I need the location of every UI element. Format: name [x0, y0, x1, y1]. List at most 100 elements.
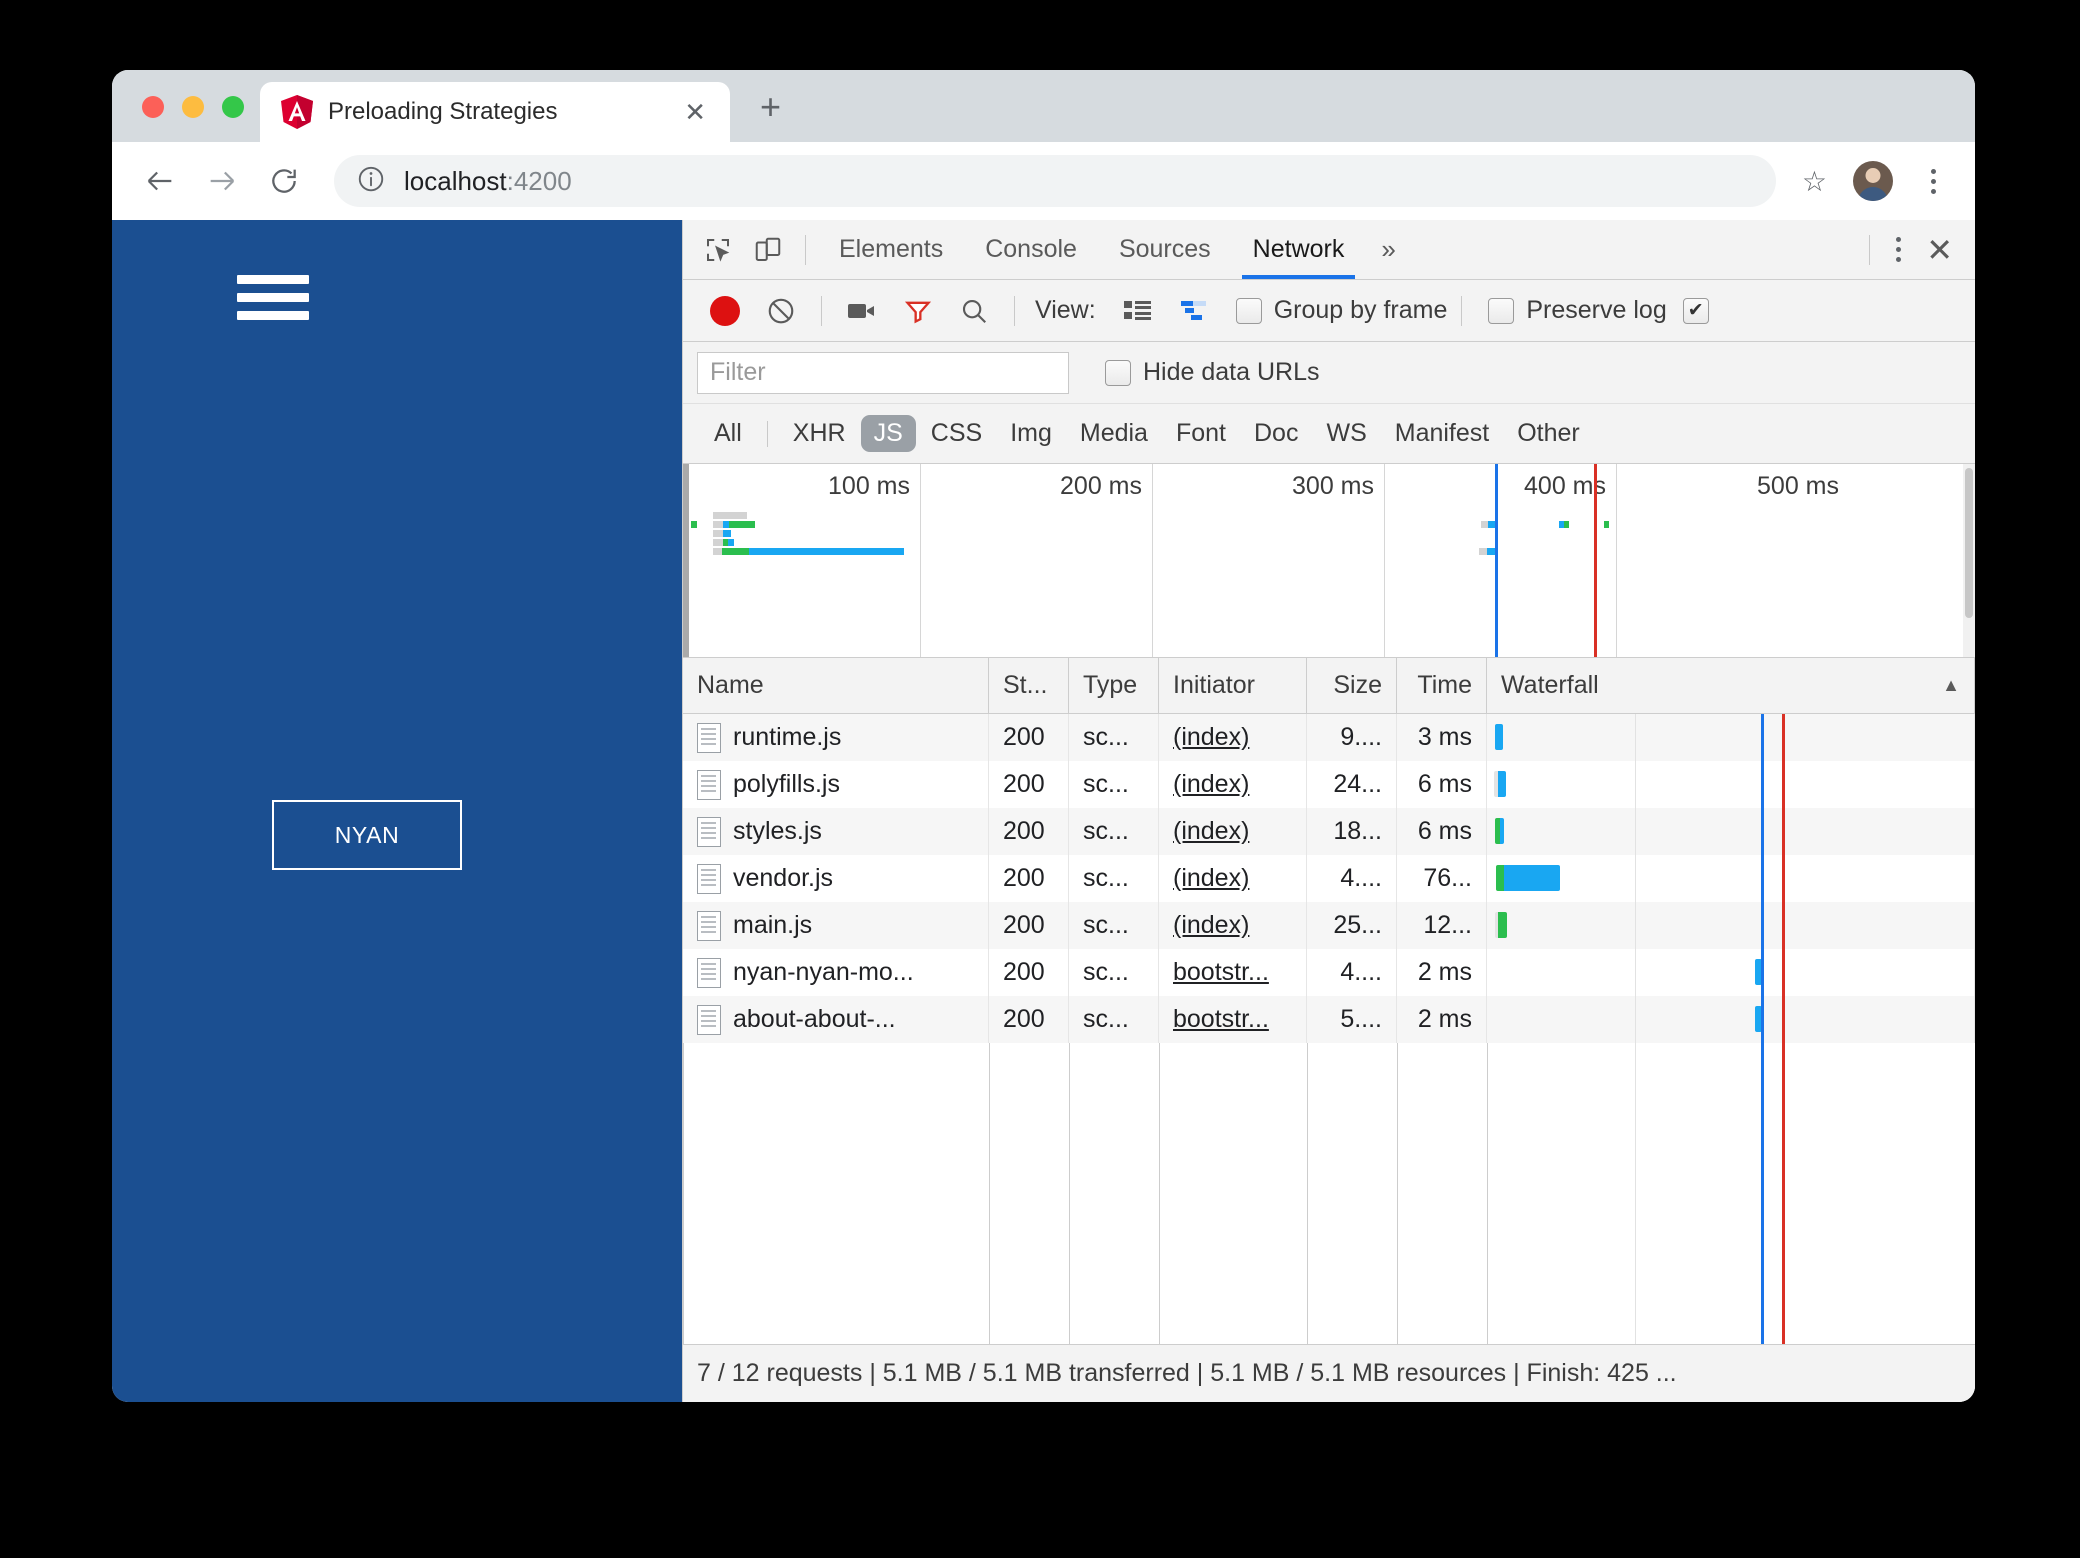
reload-icon[interactable]: [266, 163, 302, 199]
minimize-window-button[interactable]: [182, 96, 204, 118]
request-name-cell[interactable]: styles.js: [683, 808, 989, 855]
list-view-icon[interactable]: [1112, 288, 1164, 334]
request-name-cell[interactable]: polyfills.js: [683, 761, 989, 808]
request-size: 18...: [1307, 808, 1397, 855]
type-filter-doc[interactable]: Doc: [1254, 419, 1299, 447]
overview-left-handle[interactable]: [683, 464, 689, 657]
devtools-menu-icon[interactable]: [1884, 237, 1912, 262]
table-row[interactable]: about-about-... 200 sc... bootstr... 5..…: [683, 996, 1975, 1043]
group-by-frame-checkbox[interactable]: [1235, 297, 1262, 324]
type-filter-ws[interactable]: WS: [1326, 419, 1367, 447]
type-filter-manifest[interactable]: Manifest: [1394, 419, 1490, 447]
request-size: 4....: [1307, 855, 1397, 902]
url-input[interactable]: localhost:4200: [334, 155, 1776, 207]
request-waterfall: [1487, 761, 1975, 808]
clear-button[interactable]: [755, 288, 807, 334]
column-header-initiator[interactable]: Initiator: [1159, 658, 1307, 713]
overview-tick-200ms: 200 ms: [1060, 472, 1142, 500]
group-by-frame-checkbox-group[interactable]: Group by frame: [1235, 296, 1447, 325]
request-size: 4....: [1307, 949, 1397, 996]
preserve-log-checkbox[interactable]: [1488, 297, 1515, 324]
table-row[interactable]: runtime.js 200 sc... (index) 9.... 3 ms: [683, 714, 1975, 761]
overview-scrollbar[interactable]: [1963, 464, 1975, 657]
record-button[interactable]: [699, 288, 751, 334]
table-row[interactable]: nyan-nyan-mo... 200 sc... bootstr... 4..…: [683, 949, 1975, 996]
request-initiator[interactable]: bootstr...: [1159, 949, 1307, 996]
table-header-row: Name St... Type Initiator Size Time Wate…: [683, 658, 1975, 714]
type-filter-media[interactable]: Media: [1079, 419, 1148, 447]
hamburger-menu-icon[interactable]: [237, 275, 309, 329]
table-row[interactable]: main.js 200 sc... (index) 25... 12...: [683, 902, 1975, 949]
column-header-time[interactable]: Time: [1397, 658, 1487, 713]
disable-cache-checkbox-group[interactable]: ✔: [1682, 297, 1709, 324]
type-filter-all[interactable]: All: [714, 419, 742, 447]
column-header-name[interactable]: Name: [683, 658, 989, 713]
overview-bar: [713, 512, 747, 519]
overview-bar: [749, 548, 904, 555]
close-window-button[interactable]: [142, 96, 164, 118]
tab-console[interactable]: Console: [985, 235, 1077, 263]
table-row[interactable]: polyfills.js 200 sc... (index) 24... 6 m…: [683, 761, 1975, 808]
search-icon[interactable]: [948, 288, 1000, 334]
hide-data-urls-checkbox[interactable]: [1105, 359, 1131, 386]
close-tab-button[interactable]: ✕: [684, 97, 706, 127]
type-filter-xhr[interactable]: XHR: [792, 419, 846, 447]
request-name-cell[interactable]: about-about-...: [683, 996, 989, 1043]
type-filter-font[interactable]: Font: [1175, 419, 1226, 447]
type-filter-other[interactable]: Other: [1517, 419, 1580, 447]
network-overview[interactable]: 100 ms 200 ms 300 ms 400 ms 500 ms: [683, 464, 1975, 658]
request-initiator[interactable]: (index): [1159, 855, 1307, 902]
preserve-log-checkbox-group[interactable]: Preserve log: [1488, 296, 1667, 325]
request-name-cell[interactable]: main.js: [683, 902, 989, 949]
type-filter-img[interactable]: Img: [1010, 419, 1052, 447]
request-initiator[interactable]: (index): [1159, 761, 1307, 808]
request-name: nyan-nyan-mo...: [733, 958, 914, 986]
column-header-status[interactable]: St...: [989, 658, 1069, 713]
request-initiator[interactable]: (index): [1159, 902, 1307, 949]
close-devtools-button[interactable]: ✕: [1926, 231, 1953, 268]
table-row[interactable]: vendor.js 200 sc... (index) 4.... 76...: [683, 855, 1975, 902]
request-waterfall: [1487, 949, 1975, 996]
bookmark-star-icon[interactable]: ☆: [1801, 165, 1827, 197]
request-type: sc...: [1069, 902, 1159, 949]
more-tabs-icon[interactable]: »: [1381, 234, 1396, 264]
browser-menu-icon[interactable]: [1919, 168, 1947, 194]
inspect-element-icon[interactable]: [695, 228, 741, 272]
browser-tab[interactable]: Preloading Strategies ✕: [260, 82, 730, 142]
request-time: 6 ms: [1397, 808, 1487, 855]
waterfall-view-icon[interactable]: [1168, 288, 1220, 334]
tab-network[interactable]: Network: [1234, 221, 1364, 279]
request-initiator[interactable]: (index): [1159, 808, 1307, 855]
screenshot-camera-icon[interactable]: [836, 288, 888, 334]
sort-ascending-icon[interactable]: ▲: [1942, 675, 1960, 695]
forward-icon[interactable]: [204, 163, 240, 199]
new-tab-button[interactable]: +: [760, 86, 782, 127]
overview-tick-400ms: 400 ms: [1524, 472, 1606, 500]
request-waterfall: [1487, 808, 1975, 855]
nyan-button[interactable]: NYAN: [272, 800, 462, 870]
request-initiator[interactable]: bootstr...: [1159, 996, 1307, 1043]
hide-data-urls-checkbox-group[interactable]: Hide data URLs: [1105, 358, 1319, 387]
avatar[interactable]: [1853, 161, 1893, 201]
column-header-size[interactable]: Size: [1307, 658, 1397, 713]
tab-elements[interactable]: Elements: [839, 235, 944, 263]
filter-icon[interactable]: [892, 288, 944, 334]
request-name-cell[interactable]: vendor.js: [683, 855, 989, 902]
request-initiator[interactable]: (index): [1159, 714, 1307, 761]
filter-input[interactable]: Filter: [697, 351, 1069, 394]
column-header-waterfall[interactable]: Waterfall ▲: [1487, 658, 1975, 713]
info-circle-icon[interactable]: [356, 164, 386, 199]
column-header-type[interactable]: Type: [1069, 658, 1159, 713]
type-filter-js[interactable]: JS: [860, 415, 916, 452]
maximize-window-button[interactable]: [222, 96, 244, 118]
table-row[interactable]: styles.js 200 sc... (index) 18... 6 ms: [683, 808, 1975, 855]
load-event-marker: [1782, 1043, 1785, 1344]
request-name-cell[interactable]: runtime.js: [683, 714, 989, 761]
request-name-cell[interactable]: nyan-nyan-mo...: [683, 949, 989, 996]
type-filter-css[interactable]: CSS: [930, 419, 983, 447]
disable-cache-checkbox[interactable]: ✔: [1682, 297, 1709, 324]
device-toolbar-icon[interactable]: [745, 228, 791, 272]
app-pane: NYAN: [112, 220, 682, 1402]
back-icon[interactable]: [142, 163, 178, 199]
tab-sources[interactable]: Sources: [1118, 235, 1211, 263]
